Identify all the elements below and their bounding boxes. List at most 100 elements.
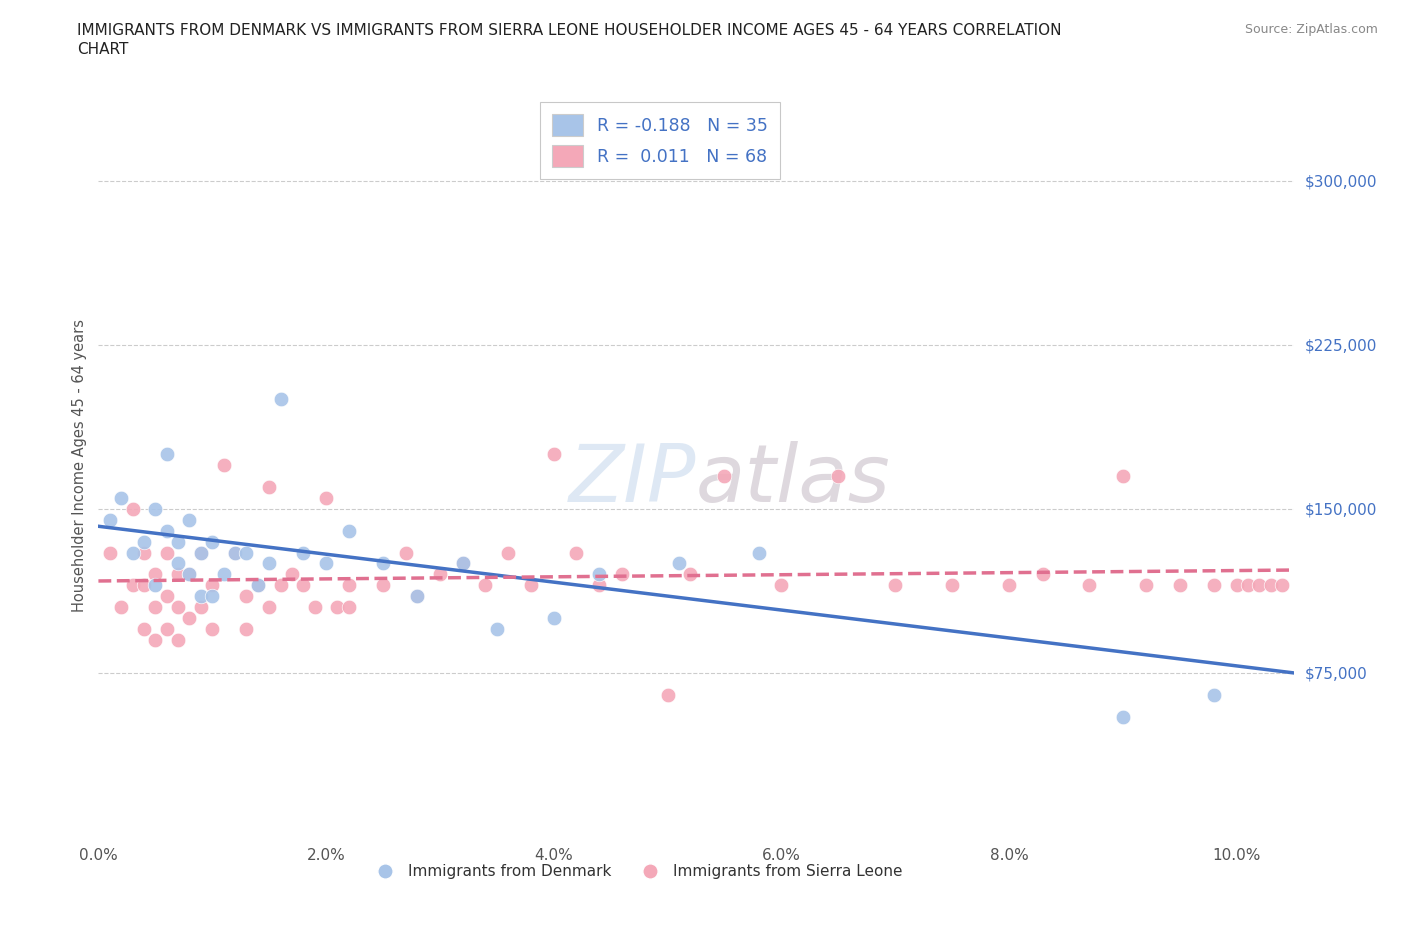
Point (406, 589, 429, 604)
Y-axis label: Householder Income Ages 45 - 64 years: Householder Income Ages 45 - 64 years (72, 318, 87, 612)
Point (371, 556, 394, 571)
Point (1271, 578, 1294, 592)
Point (1112, 469, 1135, 484)
Point (304, 600, 326, 615)
Point (143, 600, 166, 615)
Point (451, 556, 474, 571)
Point (212, 458, 235, 472)
Point (337, 600, 360, 615)
Point (235, 621, 257, 636)
Point (668, 556, 690, 571)
Point (270, 392, 292, 406)
Point (167, 556, 190, 571)
Point (406, 589, 429, 604)
Point (827, 469, 849, 484)
Point (132, 534, 155, 549)
Point (132, 545, 155, 560)
Point (485, 621, 508, 636)
Point (190, 545, 212, 560)
Point (201, 589, 224, 604)
Point (246, 578, 269, 592)
Point (610, 567, 633, 582)
Point (998, 578, 1021, 592)
Point (143, 632, 166, 647)
Point (588, 567, 610, 582)
Point (292, 545, 315, 560)
Point (156, 545, 179, 560)
Point (429, 567, 451, 582)
Point (121, 545, 143, 560)
Point (156, 621, 179, 636)
Point (156, 446, 179, 461)
Point (257, 480, 280, 495)
Point (315, 556, 337, 571)
Point (132, 578, 155, 592)
Point (588, 578, 610, 592)
Point (179, 567, 201, 582)
Point (941, 578, 963, 592)
Point (520, 578, 543, 592)
Point (224, 545, 246, 560)
Point (121, 501, 143, 516)
Point (1135, 578, 1157, 592)
Point (1249, 578, 1271, 592)
Point (143, 567, 166, 582)
Point (201, 534, 224, 549)
Point (1112, 710, 1135, 724)
Point (1202, 578, 1225, 592)
Point (496, 545, 519, 560)
Point (1077, 578, 1099, 592)
Point (156, 524, 179, 538)
Point (543, 611, 565, 626)
Point (190, 600, 212, 615)
Point (1202, 687, 1225, 702)
Point (235, 545, 257, 560)
Point (315, 490, 337, 505)
Point (565, 545, 588, 560)
Point (270, 578, 292, 592)
Point (167, 534, 190, 549)
Point (121, 578, 143, 592)
Point (748, 545, 770, 560)
Point (235, 589, 257, 604)
Point (292, 578, 315, 592)
Point (132, 621, 155, 636)
Text: IMMIGRANTS FROM DENMARK VS IMMIGRANTS FROM SIERRA LEONE HOUSEHOLDER INCOME AGES : IMMIGRANTS FROM DENMARK VS IMMIGRANTS FR… (77, 23, 1062, 38)
Point (1032, 567, 1054, 582)
Point (326, 600, 349, 615)
Point (395, 545, 418, 560)
Point (1168, 578, 1191, 592)
Text: Source: ZipAtlas.com: Source: ZipAtlas.com (1244, 23, 1378, 36)
Point (337, 578, 360, 592)
Point (246, 578, 269, 592)
Point (212, 567, 235, 582)
Point (201, 621, 224, 636)
Point (1226, 578, 1249, 592)
Text: atlas: atlas (696, 441, 891, 519)
Point (657, 687, 679, 702)
Point (257, 556, 280, 571)
Text: CHART: CHART (77, 42, 129, 57)
Point (371, 578, 394, 592)
Point (201, 578, 224, 592)
Text: ZIP: ZIP (568, 441, 696, 519)
Point (110, 490, 132, 505)
Point (1260, 578, 1282, 592)
Point (884, 578, 907, 592)
Point (167, 567, 190, 582)
Point (143, 578, 166, 592)
Point (257, 600, 280, 615)
Point (179, 611, 201, 626)
Point (167, 600, 190, 615)
Point (337, 524, 360, 538)
Point (98, 545, 121, 560)
Point (770, 578, 793, 592)
Point (98, 512, 121, 527)
Point (451, 556, 474, 571)
Point (179, 512, 201, 527)
Point (190, 545, 212, 560)
Point (143, 501, 166, 516)
Point (474, 578, 496, 592)
Point (179, 567, 201, 582)
Point (167, 632, 190, 647)
